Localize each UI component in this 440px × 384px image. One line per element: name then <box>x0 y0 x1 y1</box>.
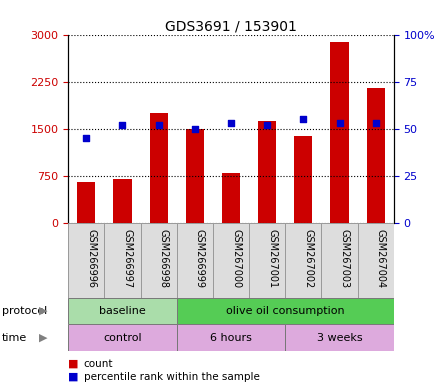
Point <box>300 116 307 122</box>
Point <box>227 120 235 126</box>
Bar <box>104 223 140 298</box>
Text: GSM267001: GSM267001 <box>267 229 277 288</box>
Text: olive oil consumption: olive oil consumption <box>226 306 345 316</box>
Bar <box>258 121 276 223</box>
Text: control: control <box>103 333 142 343</box>
Text: 6 hours: 6 hours <box>210 333 252 343</box>
Bar <box>150 113 168 223</box>
Point <box>191 126 198 132</box>
Bar <box>367 88 385 223</box>
Point <box>155 122 162 128</box>
Text: protocol: protocol <box>2 306 48 316</box>
Bar <box>213 223 249 298</box>
Point <box>119 122 126 128</box>
Bar <box>177 298 394 324</box>
Bar <box>68 324 177 351</box>
Bar <box>330 42 348 223</box>
Text: GSM266997: GSM266997 <box>122 229 132 288</box>
Bar <box>177 223 213 298</box>
Bar <box>294 136 312 223</box>
Bar <box>322 223 358 298</box>
Bar <box>285 223 322 298</box>
Point <box>83 135 90 141</box>
Text: count: count <box>84 359 113 369</box>
Text: GSM267003: GSM267003 <box>340 229 349 288</box>
Point <box>372 120 379 126</box>
Bar <box>249 223 285 298</box>
Bar <box>140 223 177 298</box>
Text: GSM266998: GSM266998 <box>159 229 169 288</box>
Point <box>264 122 271 128</box>
Text: GSM266999: GSM266999 <box>195 229 205 288</box>
Bar <box>114 179 132 223</box>
Text: percentile rank within the sample: percentile rank within the sample <box>84 372 260 382</box>
Bar <box>68 223 104 298</box>
Text: ▶: ▶ <box>39 306 48 316</box>
Text: GSM267004: GSM267004 <box>376 229 386 288</box>
Text: ▶: ▶ <box>39 333 48 343</box>
Bar <box>222 172 240 223</box>
Bar <box>177 324 285 351</box>
Bar <box>77 182 95 223</box>
Bar <box>186 129 204 223</box>
Text: GSM267000: GSM267000 <box>231 229 241 288</box>
Text: 3 weeks: 3 weeks <box>317 333 363 343</box>
Text: GSM267002: GSM267002 <box>303 229 313 288</box>
Bar <box>68 298 177 324</box>
Bar <box>285 324 394 351</box>
Point <box>336 120 343 126</box>
Text: ■: ■ <box>68 372 79 382</box>
Text: time: time <box>2 333 27 343</box>
Bar <box>358 223 394 298</box>
Text: ■: ■ <box>68 359 79 369</box>
Title: GDS3691 / 153901: GDS3691 / 153901 <box>165 20 297 33</box>
Text: baseline: baseline <box>99 306 146 316</box>
Text: GSM266996: GSM266996 <box>86 229 96 288</box>
